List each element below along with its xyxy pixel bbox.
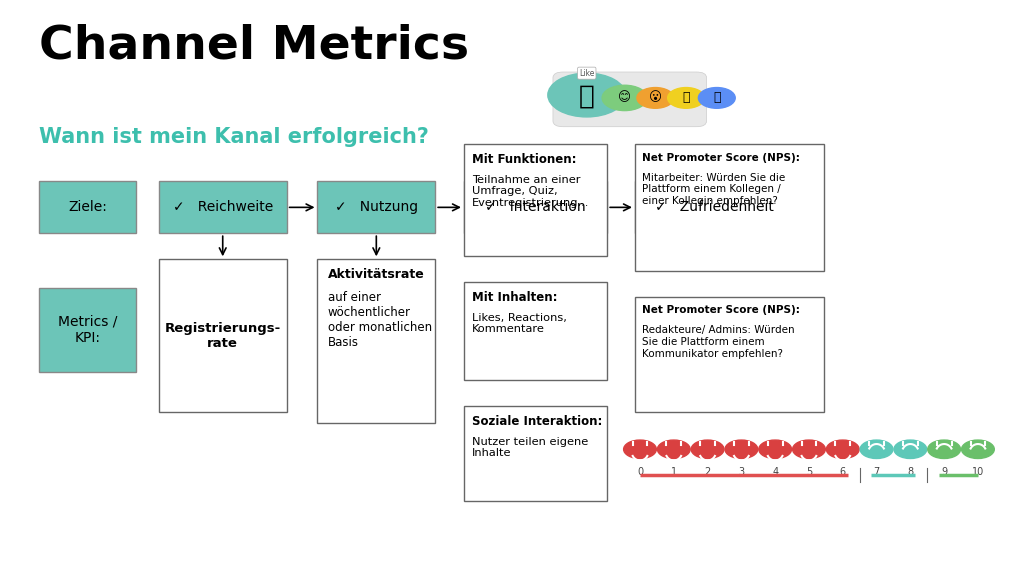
Circle shape [637,88,674,108]
Circle shape [668,88,705,108]
FancyBboxPatch shape [39,288,136,372]
Text: 💡: 💡 [682,92,690,104]
FancyBboxPatch shape [317,181,435,233]
FancyBboxPatch shape [464,144,607,256]
Text: Nutzer teilen eigene
Inhalte: Nutzer teilen eigene Inhalte [472,437,589,458]
Text: 5: 5 [806,467,812,476]
FancyBboxPatch shape [635,181,794,233]
Circle shape [602,85,647,111]
Circle shape [928,440,961,458]
Circle shape [624,440,656,458]
Circle shape [759,440,792,458]
Text: Metrics /
KPI:: Metrics / KPI: [58,314,117,345]
Text: 6: 6 [840,467,846,476]
Text: Soziale Interaktion:: Soziale Interaktion: [472,415,602,428]
Text: 3: 3 [738,467,744,476]
Text: Mitarbeiter: Würden Sie die
Plattform einem Kollegen /
einer Kollegin empfehlen?: Mitarbeiter: Würden Sie die Plattform ei… [642,173,785,206]
FancyBboxPatch shape [635,297,824,412]
Text: Channel Metrics: Channel Metrics [39,23,469,68]
Text: 10: 10 [972,467,984,476]
Circle shape [793,440,825,458]
Circle shape [860,440,893,458]
Circle shape [962,440,994,458]
Text: ✓   Interaktion: ✓ Interaktion [485,200,586,214]
Text: Mit Inhalten:: Mit Inhalten: [472,291,557,304]
Text: Likes, Reactions,
Kommentare: Likes, Reactions, Kommentare [472,313,567,334]
Circle shape [725,440,758,458]
Text: 7: 7 [873,467,880,476]
Text: 9: 9 [941,467,947,476]
Text: 8: 8 [907,467,913,476]
FancyBboxPatch shape [39,181,136,233]
Text: ✓   Zufriedenheit: ✓ Zufriedenheit [654,200,774,214]
Text: auf einer
wöchentlicher
oder monatlichen
Basis: auf einer wöchentlicher oder monatlichen… [328,291,432,349]
Circle shape [548,73,626,117]
FancyBboxPatch shape [553,72,707,127]
FancyBboxPatch shape [464,181,607,233]
Text: Redakteure/ Admins: Würden
Sie die Plattform einem
Kommunikator empfehlen?: Redakteure/ Admins: Würden Sie die Platt… [642,325,795,359]
Circle shape [691,440,724,458]
Text: Like: Like [579,69,595,78]
Text: Aktivitätsrate: Aktivitätsrate [328,268,424,281]
Text: Wann ist mein Kanal erfolgreich?: Wann ist mein Kanal erfolgreich? [39,127,429,147]
Circle shape [826,440,859,458]
Text: 0: 0 [637,467,643,476]
Text: Net Promoter Score (NPS):: Net Promoter Score (NPS): [642,305,800,315]
FancyBboxPatch shape [159,259,287,412]
Text: 😮: 😮 [649,92,662,104]
FancyBboxPatch shape [464,282,607,380]
FancyBboxPatch shape [464,406,607,501]
Text: 1: 1 [671,467,677,476]
Circle shape [894,440,927,458]
FancyBboxPatch shape [159,181,287,233]
Text: 👍: 👍 [579,83,595,109]
Text: Net Promoter Score (NPS):: Net Promoter Score (NPS): [642,153,800,162]
Circle shape [698,88,735,108]
Text: 4: 4 [772,467,778,476]
Circle shape [657,440,690,458]
Text: ✓   Reichweite: ✓ Reichweite [173,200,272,214]
Text: Ziele:: Ziele: [69,200,106,214]
Text: 😊: 😊 [618,92,631,104]
Text: Teilnahme an einer
Umfrage, Quiz,
Eventregistrierung...: Teilnahme an einer Umfrage, Quiz, Eventr… [472,175,590,208]
Text: 🤝: 🤝 [713,92,721,104]
FancyBboxPatch shape [635,144,824,271]
Text: Mit Funktionen:: Mit Funktionen: [472,153,577,166]
FancyBboxPatch shape [317,259,435,423]
Text: ✓   Nutzung: ✓ Nutzung [335,200,418,214]
Text: 2: 2 [705,467,711,476]
Text: Registrierungs-
rate: Registrierungs- rate [165,321,281,350]
